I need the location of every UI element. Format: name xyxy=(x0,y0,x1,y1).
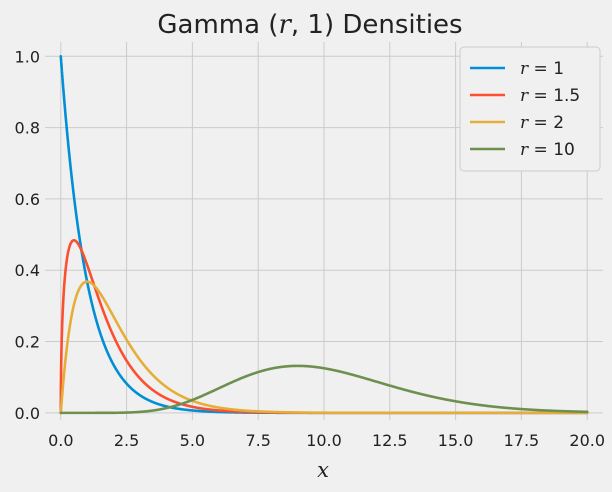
chart-title: Gamma (r, 1) Densities xyxy=(157,10,462,40)
x-tick-label: 5.0 xyxy=(180,431,205,450)
legend-label: r = 10 xyxy=(520,140,575,160)
x-tick-label: 12.5 xyxy=(372,431,408,450)
legend-label: r = 2 xyxy=(520,113,564,133)
legend-label: r = 1.5 xyxy=(520,86,580,106)
x-tick-label: 17.5 xyxy=(504,431,540,450)
x-tick-label: 2.5 xyxy=(114,431,139,450)
x-axis-label: x xyxy=(317,458,329,482)
x-tick-label: 15.0 xyxy=(438,431,474,450)
y-tick-label: 0.6 xyxy=(15,190,40,209)
legend: r = 1 r = 1.5 r = 2 r = 10 xyxy=(459,46,601,172)
tick-labels: 0.0 2.5 5.0 7.5 10.0 12.5 15.0 17.5 20.0 0.0 0.2 0.… xyxy=(15,47,605,450)
x-tick-label: 20.0 xyxy=(569,431,605,450)
x-tick-label: 7.5 xyxy=(245,431,270,450)
legend-box xyxy=(459,46,601,172)
x-tick-label: 10.0 xyxy=(306,431,342,450)
y-tick-label: 1.0 xyxy=(15,47,40,66)
y-tick-label: 0.2 xyxy=(15,333,40,352)
y-tick-label: 0.8 xyxy=(15,119,40,138)
series-group xyxy=(59,54,589,415)
legend-label: r = 1 xyxy=(520,59,564,79)
series-line xyxy=(59,364,589,415)
y-tick-label: 0.4 xyxy=(15,261,40,280)
y-tick-label: 0.0 xyxy=(15,404,40,423)
x-tick-label: 0.0 xyxy=(48,431,73,450)
